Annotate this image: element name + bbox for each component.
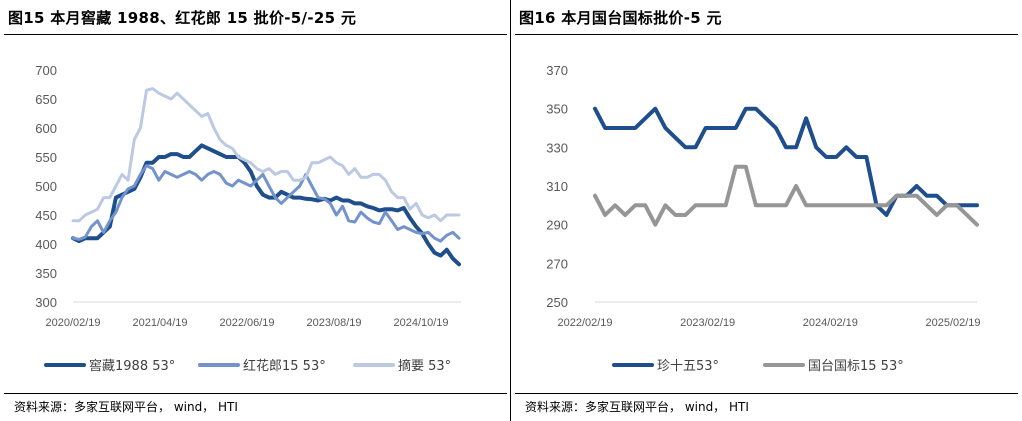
legend-label: 国台国标15 53° xyxy=(808,359,904,374)
source-rule xyxy=(4,393,507,394)
y-tick-label: 270 xyxy=(546,256,568,271)
y-tick-label: 450 xyxy=(35,208,57,223)
legend-label: 珍十五53° xyxy=(657,359,719,374)
x-tick-label: 2023/02/19 xyxy=(680,317,735,329)
chart-title: 图15 本月窖藏 1988、红花郎 15 批价-5/-25 元 xyxy=(8,9,357,27)
series-line xyxy=(71,164,461,243)
x-tick-label: 2020/02/19 xyxy=(45,317,100,329)
title-rule xyxy=(515,34,1018,35)
y-tick-label: 310 xyxy=(546,179,568,194)
x-tick-label: 2025/02/19 xyxy=(925,317,980,329)
y-tick-label: 290 xyxy=(546,218,568,233)
x-tick-label: 2021/04/19 xyxy=(132,317,187,329)
line-chart-right: 370 350 330 310 290 270 250 2022/02/19 2023/02/1… xyxy=(546,63,980,374)
y-tick-label: 650 xyxy=(35,92,57,107)
legend-label: 窖藏1988 53° xyxy=(89,358,175,374)
y-tick-label: 330 xyxy=(546,140,568,155)
chart-title: 图16 本月国台国标批价-5 元 xyxy=(519,9,722,27)
source-rule xyxy=(515,393,1018,394)
y-tick-label: 350 xyxy=(546,102,568,117)
chart-panel-left: 图15 本月窖藏 1988、红花郎 15 批价-5/-25 元 700 650 60… xyxy=(4,9,507,414)
title-rule xyxy=(4,34,507,35)
chart-panel-right: 图16 本月国台国标批价-5 元 370 350 330 310 290 270 250 20… xyxy=(511,0,1022,421)
series-line xyxy=(593,164,979,227)
panel-separator xyxy=(510,0,511,421)
y-tick-label: 370 xyxy=(546,63,568,78)
y-tick-label: 350 xyxy=(35,266,57,281)
legend-label: 红花郎15 53° xyxy=(243,358,326,374)
y-tick-label: 500 xyxy=(35,179,57,194)
y-tick-label: 300 xyxy=(35,295,57,310)
x-tick-label: 2024/10/19 xyxy=(393,317,448,329)
x-tick-label: 2024/02/19 xyxy=(803,317,858,329)
source-note: 资料来源：多家互联网平台， wind， HTI xyxy=(525,400,749,414)
x-tick-label: 2022/06/19 xyxy=(219,317,274,329)
legend-label: 摘要 53° xyxy=(398,358,451,374)
y-tick-label: 550 xyxy=(35,150,57,165)
y-tick-label: 250 xyxy=(546,295,568,310)
x-tick-label: 2023/08/19 xyxy=(306,317,361,329)
x-tick-label: 2022/02/19 xyxy=(557,317,612,329)
y-tick-label: 700 xyxy=(35,63,57,78)
series-line xyxy=(593,106,979,217)
y-tick-label: 400 xyxy=(35,237,57,252)
source-note: 资料来源：多家互联网平台， wind， HTI xyxy=(14,400,238,414)
line-chart-left: 700 650 600 550 500 450 400 350 300 2020/02/19 202… xyxy=(35,63,461,374)
series-line xyxy=(71,87,461,223)
y-tick-label: 600 xyxy=(35,121,57,136)
